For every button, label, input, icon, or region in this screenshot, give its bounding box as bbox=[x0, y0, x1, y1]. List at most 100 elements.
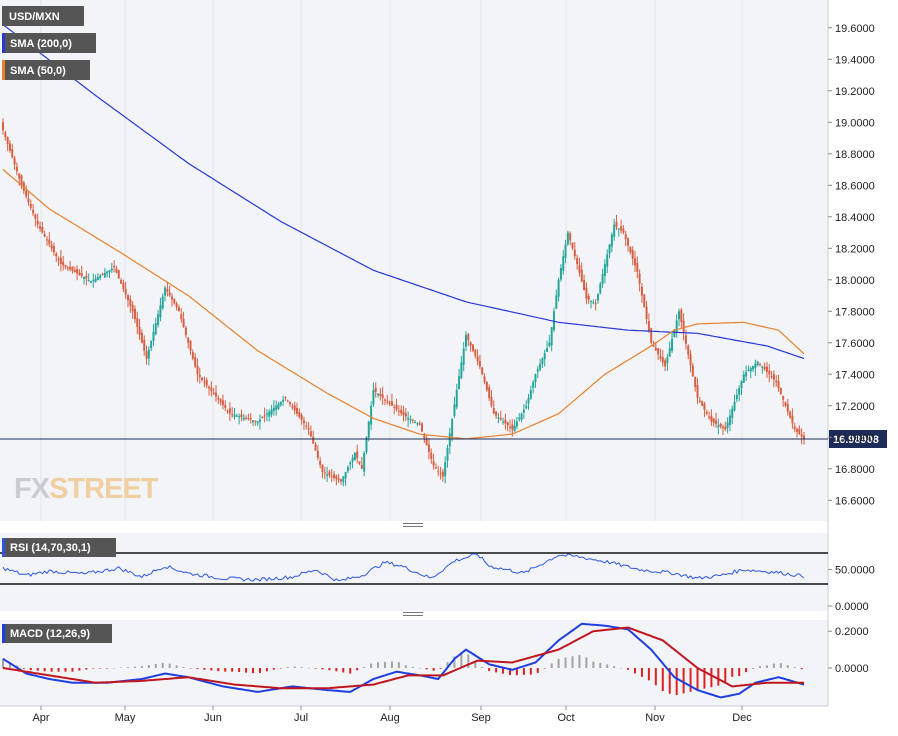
macd-histogram-bar bbox=[154, 663, 157, 668]
candle-body bbox=[157, 314, 160, 325]
rsi-resize-handle[interactable] bbox=[403, 523, 423, 527]
candle-body bbox=[615, 221, 618, 227]
candle-body bbox=[444, 462, 447, 477]
candle-body bbox=[631, 249, 634, 259]
candle-body bbox=[6, 137, 9, 144]
candle-body bbox=[661, 357, 664, 363]
candle-body bbox=[636, 262, 639, 272]
legend-rsi[interactable]: RSI (14,70,30,1) bbox=[2, 538, 116, 557]
candle-body bbox=[221, 400, 224, 406]
candle-body bbox=[458, 376, 461, 389]
macd-histogram-bar bbox=[460, 653, 463, 668]
macd-histogram-bar bbox=[800, 668, 803, 670]
candle-body bbox=[402, 411, 405, 416]
candle-body bbox=[131, 304, 134, 312]
candle-body bbox=[740, 381, 743, 389]
candle-body bbox=[101, 273, 104, 275]
candle-body bbox=[532, 382, 535, 388]
macd-histogram-bar bbox=[328, 668, 331, 671]
candle-body bbox=[772, 373, 775, 380]
candle-body bbox=[339, 479, 342, 482]
macd-histogram-bar bbox=[703, 668, 706, 689]
macd-histogram-bar bbox=[245, 668, 248, 673]
candle-body bbox=[323, 472, 326, 474]
month-label: Dec bbox=[732, 712, 752, 724]
candle-body bbox=[782, 395, 785, 400]
macd-histogram-bar bbox=[745, 668, 748, 673]
candle-body bbox=[159, 305, 162, 318]
month-label: Jul bbox=[294, 712, 308, 724]
time-axis: Apr May Jun Jul Aug Sep Oct Nov Dec bbox=[32, 706, 752, 724]
candle-body bbox=[64, 265, 67, 267]
candle-body bbox=[539, 363, 542, 370]
price-tick-label: 16.8000 bbox=[835, 464, 875, 476]
candle-body bbox=[643, 294, 646, 308]
macd-histogram-bar bbox=[29, 668, 32, 671]
macd-histogram-bar bbox=[99, 668, 102, 669]
price-panel[interactable] bbox=[0, 0, 828, 521]
macd-histogram-bar bbox=[258, 668, 261, 673]
candle-body bbox=[592, 302, 595, 304]
candle-body bbox=[617, 228, 620, 230]
candle-body bbox=[138, 326, 141, 335]
candle-body bbox=[127, 295, 130, 301]
candle-body bbox=[671, 338, 674, 351]
candle-body bbox=[277, 403, 280, 409]
legend-sma200[interactable]: SMA (200,0) bbox=[2, 33, 96, 53]
candle-body bbox=[527, 397, 530, 404]
candle-body bbox=[576, 258, 579, 265]
macd-histogram-bar bbox=[654, 668, 657, 686]
candle-body bbox=[587, 296, 590, 300]
candle-body bbox=[316, 450, 319, 458]
candle-body bbox=[689, 354, 692, 366]
candle-body bbox=[596, 293, 599, 301]
watermark-street: STREET bbox=[49, 473, 159, 505]
candle-body bbox=[235, 415, 238, 417]
candle-body bbox=[99, 275, 102, 279]
candle-body bbox=[603, 264, 606, 276]
macd-resize-handle[interactable] bbox=[403, 612, 423, 616]
macd-histogram-bar bbox=[759, 666, 762, 668]
candle-body bbox=[474, 349, 477, 356]
macd-histogram-bar bbox=[689, 668, 692, 692]
candle-body bbox=[789, 411, 792, 418]
candle-body bbox=[682, 320, 685, 333]
candle-body bbox=[282, 399, 285, 402]
candle-body bbox=[374, 387, 377, 392]
candle-body bbox=[2, 122, 4, 131]
candle-body bbox=[11, 149, 14, 158]
candle-body bbox=[525, 405, 528, 409]
candle-body bbox=[601, 273, 604, 284]
candle-body bbox=[759, 364, 762, 366]
macd-histogram-bar bbox=[578, 654, 581, 668]
legend-macd[interactable]: MACD (12,26,9) bbox=[2, 624, 112, 643]
macd-histogram-bar bbox=[342, 668, 345, 673]
candle-body bbox=[696, 385, 699, 398]
candle-body bbox=[455, 390, 458, 408]
macd-histogram-bar bbox=[439, 668, 442, 669]
candle-body bbox=[404, 413, 407, 417]
candle-body bbox=[18, 173, 21, 179]
macd-histogram-bar bbox=[682, 668, 685, 694]
macd-histogram-bar bbox=[314, 668, 317, 669]
candle-body bbox=[687, 345, 690, 355]
candle-body bbox=[201, 377, 204, 380]
macd-histogram-bar bbox=[668, 668, 671, 694]
month-gridlines bbox=[40, 0, 743, 521]
legend-sma50[interactable]: SMA (50,0) bbox=[2, 60, 90, 80]
candle-body bbox=[752, 365, 755, 370]
legend-symbol[interactable]: USD/MXN bbox=[2, 6, 84, 26]
candle-body bbox=[490, 396, 493, 406]
macd-histogram-bar bbox=[203, 668, 206, 670]
candle-body bbox=[367, 421, 370, 438]
candle-body bbox=[749, 367, 752, 372]
candle-body bbox=[580, 269, 583, 282]
candle-body bbox=[548, 342, 551, 346]
macd-histogram-bar bbox=[175, 665, 178, 668]
candle-body bbox=[147, 349, 150, 359]
candle-body bbox=[372, 390, 375, 405]
candle-body bbox=[39, 226, 42, 229]
macd-histogram-bar bbox=[22, 668, 25, 669]
candle-body bbox=[562, 256, 565, 271]
macd-histogram-bar bbox=[238, 668, 241, 673]
